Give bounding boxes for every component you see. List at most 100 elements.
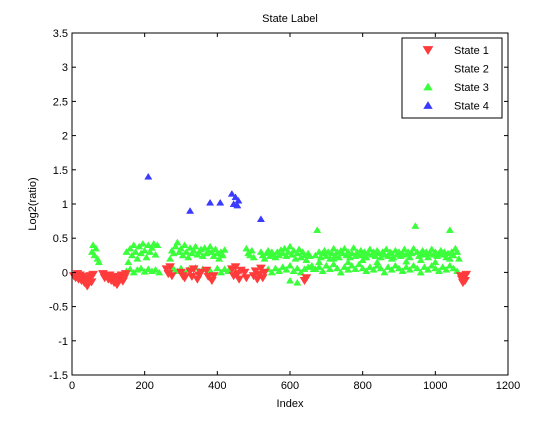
state-3-point <box>340 263 349 270</box>
state-3-point <box>427 245 436 253</box>
state-3-point <box>136 264 146 272</box>
state-3-point <box>182 248 191 255</box>
state-3-point <box>184 253 193 261</box>
state-3-point <box>369 265 378 273</box>
y-tick-label: 1 <box>62 199 68 211</box>
state-3-point <box>90 251 99 259</box>
state-1-point <box>241 274 252 283</box>
state-3-point <box>318 267 327 274</box>
state-3-point <box>267 268 276 276</box>
state-3-point <box>409 244 418 252</box>
state-3-point <box>138 239 147 247</box>
state-4-point <box>144 172 153 180</box>
state-3-point <box>191 242 200 250</box>
data-marks <box>68 172 472 291</box>
state-3-point <box>329 260 338 268</box>
x-tick-label: 200 <box>135 380 153 392</box>
state-1-point <box>257 274 268 283</box>
y-tick-label: 3.5 <box>53 28 68 40</box>
state-3-point <box>344 265 353 273</box>
chart-title: State Label <box>262 13 318 25</box>
state-3-point <box>282 265 291 273</box>
legend: State 1 State 2 State 3 State 4 <box>401 37 503 119</box>
state-3-point <box>387 265 396 273</box>
x-tick-label: 1200 <box>496 380 520 392</box>
state-3-point <box>340 244 349 252</box>
state-3-point <box>124 258 133 266</box>
state-1-point <box>239 268 250 277</box>
state-3-point <box>416 256 425 264</box>
state-3-point <box>151 265 160 273</box>
state-3-point <box>354 260 364 268</box>
state-3-point <box>434 267 444 274</box>
legend-label-state-2: State 2 <box>454 64 489 76</box>
state-3-point <box>295 245 304 253</box>
state-3-point <box>382 245 391 253</box>
state-3-point <box>358 264 367 272</box>
state-1-point <box>179 274 190 283</box>
state-3-point <box>387 254 396 262</box>
state-3-point <box>329 254 338 262</box>
x-tick-label: 1000 <box>423 380 447 392</box>
state-1-point <box>201 266 212 275</box>
state-3-point <box>409 261 418 269</box>
state-3-point <box>431 258 440 266</box>
state-1-point <box>206 276 217 286</box>
state-4-point <box>231 193 240 201</box>
state-3-point <box>280 244 289 252</box>
state-3-point <box>311 251 320 259</box>
state-3-point <box>398 267 407 274</box>
y-tick-label: -1.5 <box>49 370 68 382</box>
state-3-point <box>384 263 393 270</box>
state-1-point <box>166 272 177 281</box>
state-1-point <box>165 263 176 272</box>
state-3-point <box>293 278 302 286</box>
state-1-point <box>120 270 131 279</box>
state-1-point <box>255 264 266 273</box>
state-3-point <box>245 251 255 259</box>
state-3-point <box>445 226 454 233</box>
state-1-point <box>196 268 206 277</box>
state-3-point <box>413 264 422 272</box>
state-3-point <box>351 265 360 272</box>
state-3-point <box>293 264 302 272</box>
state-3-point <box>146 248 155 255</box>
state-3-point <box>420 263 429 270</box>
y-tick-label: 0 <box>62 267 68 279</box>
legend-marker-state-4 <box>423 101 433 109</box>
state-3-point <box>189 246 198 254</box>
legend-label-state-1: State 1 <box>454 45 489 57</box>
legend-label-state-3: State 3 <box>454 82 489 94</box>
state-1-point <box>259 268 270 277</box>
state-3-point <box>453 248 462 255</box>
y-tick-label: 2.5 <box>53 96 68 108</box>
state-3-point <box>405 265 414 273</box>
state-3-point <box>373 261 382 269</box>
y-tick-label: -1 <box>58 336 68 348</box>
state-4-point <box>256 215 265 222</box>
state-3-point <box>220 265 229 272</box>
state-1-point <box>88 270 99 279</box>
state-4-point <box>234 196 243 204</box>
y-tick-label: 0.5 <box>53 233 68 245</box>
state-3-point <box>411 222 420 229</box>
state-3-point <box>400 245 409 253</box>
x-tick-label: 400 <box>208 380 226 392</box>
x-tick-label: 600 <box>281 380 299 392</box>
state-3-point <box>220 246 229 253</box>
state-3-point <box>449 251 458 259</box>
state-4-point <box>216 198 225 206</box>
state-3-point <box>391 261 400 269</box>
state-3-point <box>176 244 186 252</box>
state-3-point <box>344 258 353 266</box>
state-3-point <box>416 268 425 276</box>
state-3-point <box>213 264 222 272</box>
state-3-point <box>365 263 374 270</box>
state-3-point <box>175 248 184 255</box>
axis-ticks: 0 200 400 600 800 1000 1200 -1.5 -1 -0.5 0 0.5 1 1.5 2… <box>49 28 520 392</box>
state-1-point <box>188 265 199 274</box>
state-1-point <box>461 270 472 279</box>
state-3-point <box>216 268 226 276</box>
